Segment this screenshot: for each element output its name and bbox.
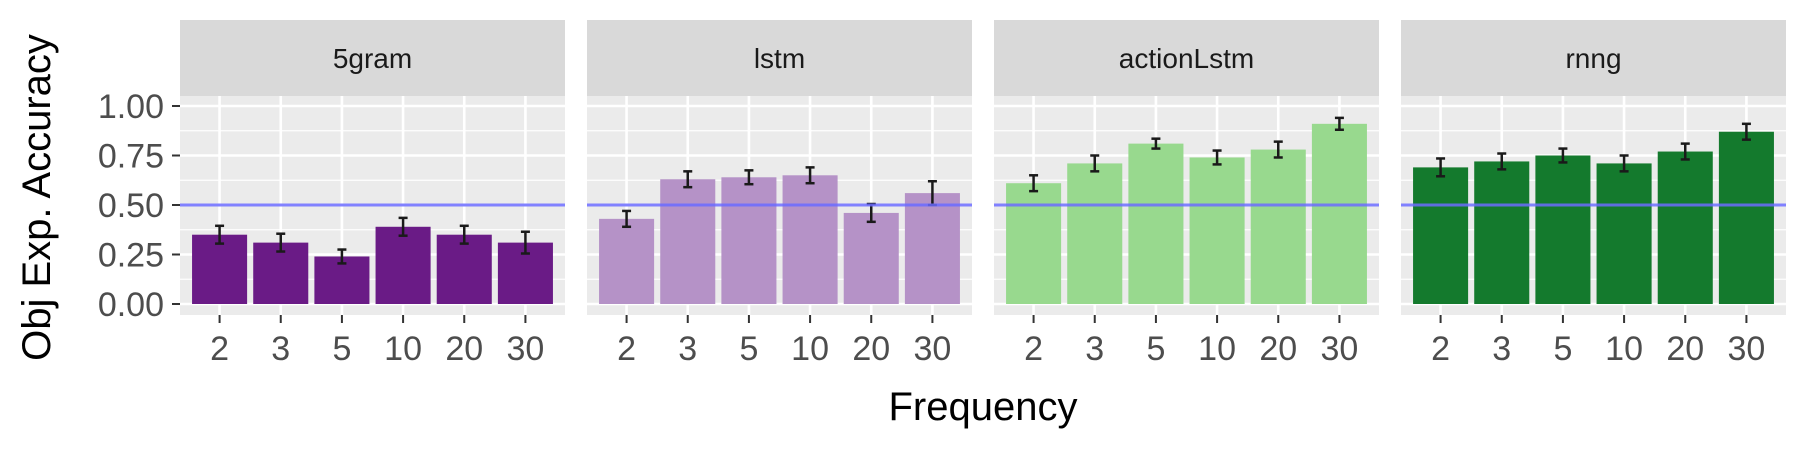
y-tick-label: 0.00 bbox=[98, 286, 164, 324]
bar bbox=[1718, 131, 1774, 304]
bar bbox=[253, 242, 309, 304]
y-axis-title: Obj Exp. Accuracy bbox=[15, 34, 59, 361]
x-tick-label: 3 bbox=[271, 330, 290, 368]
y-tick-label: 0.50 bbox=[98, 187, 164, 225]
bar bbox=[1413, 167, 1469, 304]
bar bbox=[782, 175, 838, 304]
bar bbox=[1128, 143, 1184, 304]
x-tick-label: 2 bbox=[210, 330, 229, 368]
x-tick-label: 3 bbox=[678, 330, 697, 368]
x-tick-label: 30 bbox=[914, 330, 952, 368]
bar bbox=[1474, 161, 1530, 304]
bar bbox=[1657, 151, 1713, 304]
bar bbox=[1250, 149, 1306, 304]
facet-panel-5gram: 5gram 2 3 5 10 20 30 bbox=[180, 20, 565, 368]
x-tick-label: 20 bbox=[852, 330, 890, 368]
bar bbox=[436, 234, 492, 304]
bar bbox=[375, 226, 431, 304]
x-tick-label: 30 bbox=[1321, 330, 1359, 368]
x-axis-title: Frequency bbox=[889, 385, 1078, 429]
facet-panel-actionLstm: actionLstm 2 3 5 10 20 30 bbox=[994, 20, 1379, 368]
x-tick-label: 10 bbox=[1198, 330, 1236, 368]
facet-panel-rnng: rnng 2 3 5 10 20 30 bbox=[1401, 20, 1786, 368]
facet-strip bbox=[180, 20, 565, 96]
bar bbox=[1535, 155, 1591, 304]
facet-strip-label: actionLstm bbox=[1119, 43, 1254, 74]
x-tick-label: 3 bbox=[1085, 330, 1104, 368]
x-tick-label: 10 bbox=[791, 330, 829, 368]
facet-panel-lstm: lstm 2 3 5 10 20 30 bbox=[587, 20, 972, 368]
bar bbox=[721, 177, 777, 304]
bar bbox=[1067, 163, 1123, 304]
facet-strip-label: rnng bbox=[1565, 43, 1621, 74]
bar bbox=[1596, 163, 1652, 304]
bar bbox=[1311, 123, 1367, 304]
bar bbox=[904, 193, 960, 304]
x-tick-label: 30 bbox=[1728, 330, 1766, 368]
y-tick-label: 1.00 bbox=[98, 88, 164, 126]
bar bbox=[1006, 183, 1062, 304]
x-tick-label: 5 bbox=[1553, 330, 1572, 368]
x-tick-label: 3 bbox=[1492, 330, 1511, 368]
bar bbox=[192, 234, 248, 304]
bar bbox=[660, 179, 716, 304]
bar bbox=[1189, 157, 1245, 304]
x-tick-label: 10 bbox=[384, 330, 422, 368]
y-tick-label: 0.75 bbox=[98, 138, 164, 176]
x-tick-label: 20 bbox=[1259, 330, 1297, 368]
bar bbox=[599, 218, 655, 304]
x-tick-label: 5 bbox=[739, 330, 758, 368]
x-tick-label: 2 bbox=[1024, 330, 1043, 368]
x-tick-label: 2 bbox=[617, 330, 636, 368]
facet-strip-label: 5gram bbox=[333, 43, 412, 74]
facet-strip bbox=[1401, 20, 1786, 96]
bar bbox=[843, 212, 899, 304]
x-tick-label: 20 bbox=[1666, 330, 1704, 368]
x-tick-label: 10 bbox=[1605, 330, 1643, 368]
x-tick-label: 5 bbox=[332, 330, 351, 368]
x-tick-label: 20 bbox=[445, 330, 483, 368]
facet-strip-label: lstm bbox=[754, 43, 805, 74]
facet-strip bbox=[994, 20, 1379, 96]
y-tick-label: 0.25 bbox=[98, 237, 164, 275]
x-tick-label: 30 bbox=[507, 330, 545, 368]
facet-strip bbox=[587, 20, 972, 96]
x-tick-label: 2 bbox=[1431, 330, 1450, 368]
x-tick-label: 5 bbox=[1146, 330, 1165, 368]
